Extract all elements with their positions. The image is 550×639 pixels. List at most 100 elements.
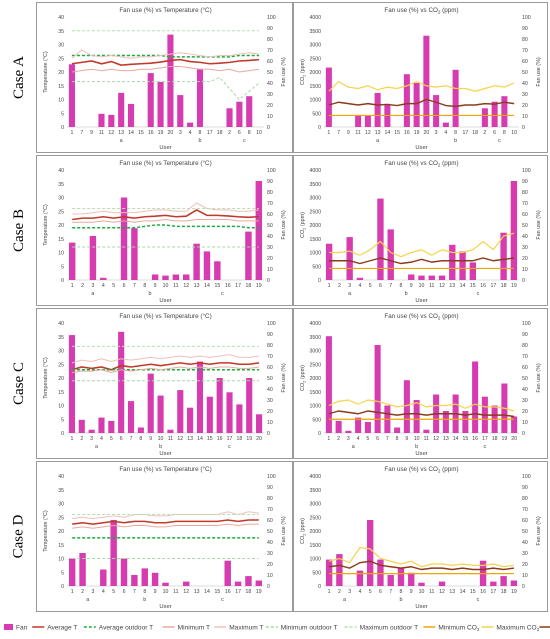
y2-tick-label: 10 — [522, 267, 528, 273]
fan-bar — [377, 198, 384, 280]
fan-bar — [413, 83, 420, 127]
fan-bar — [367, 520, 374, 586]
y2-tick-label: 90 — [267, 179, 273, 185]
fan-bar — [449, 244, 456, 280]
y2-tick-label: 20 — [267, 103, 273, 109]
group-label: a — [95, 444, 98, 450]
fan-bar — [452, 69, 459, 127]
y2-tick-label: 50 — [522, 223, 528, 229]
y-tick-label: 40 — [58, 474, 64, 480]
y2-tick-label: 30 — [522, 92, 528, 98]
x-tick-label: 8 — [400, 283, 403, 289]
y-axis-label-main: CO — [300, 536, 306, 544]
y-tick-label: 15 — [58, 390, 64, 396]
x-tick-label: 6 — [123, 283, 126, 289]
y2-tick-label: 70 — [267, 201, 273, 207]
group-label: b — [405, 291, 408, 297]
fan-bar — [387, 575, 394, 586]
y2-axis-label: Fan use (%) — [281, 57, 287, 87]
x-tick-label: 19 — [511, 283, 517, 289]
fan-bar — [374, 92, 381, 127]
x-tick-label: 16 — [217, 436, 223, 442]
x-tick-label: 4 — [100, 436, 103, 442]
x-tick-label: 3 — [91, 589, 94, 595]
y2-tick-label: 40 — [267, 387, 273, 393]
y2-tick-label: 30 — [267, 398, 273, 404]
x-tick-label: 3 — [435, 130, 438, 136]
chart-panel: Fan use (%) vs CO2 (ppm) 0 500 1000 1500 2000… — [293, 2, 548, 153]
legend-label: Maximum outdoor T — [360, 625, 419, 632]
x-tick-label: 9 — [90, 130, 93, 136]
fan-bar — [325, 336, 332, 433]
group-label: c — [477, 291, 480, 297]
x-tick-label: 17 — [490, 283, 496, 289]
x-tick-label: 18 — [217, 130, 223, 136]
y2-tick-label: 50 — [267, 223, 273, 229]
y2-tick-label: 100 — [522, 168, 531, 174]
fan-bar — [120, 558, 128, 586]
y2-tick-label: 10 — [267, 573, 273, 579]
x-tick-label: 12 — [177, 436, 183, 442]
x-tick-label: 3 — [348, 283, 351, 289]
y2-axis-label: Fan use (%) — [536, 57, 542, 87]
x-tick-label: 16 — [480, 283, 486, 289]
legend-label-main: Average outdoor T — [99, 625, 153, 632]
y2-tick-label: 70 — [267, 48, 273, 54]
fan-bar — [167, 34, 174, 127]
y-tick-label: 25 — [58, 209, 64, 215]
y-tick-label: 15 — [58, 84, 64, 90]
x-tick-label: 1 — [327, 130, 330, 136]
y-axis-label-main: Temperature (°C) — [43, 510, 49, 552]
y-tick-label: 40 — [58, 15, 64, 21]
fan-bar — [364, 116, 371, 127]
y-tick-label: 1500 — [309, 84, 321, 90]
y-tick-label: 5 — [61, 570, 64, 576]
y-tick-label: 10 — [58, 557, 64, 563]
x-tick-label: 18 — [472, 130, 478, 136]
fan-bar — [511, 416, 518, 433]
x-tick-label: 4 — [358, 589, 361, 595]
y2-axis-label: Fan use (%) — [536, 363, 542, 393]
series-line — [328, 410, 515, 418]
fan-bar — [224, 560, 231, 586]
y-tick-label: 1000 — [309, 557, 321, 563]
fan-bar — [151, 274, 159, 280]
fan-bar — [500, 576, 507, 586]
x-tick-label: 11 — [355, 130, 360, 136]
y2-tick-label: 50 — [267, 529, 273, 535]
fan-bar — [469, 262, 476, 280]
x-tick-label: 6 — [376, 436, 379, 442]
y-tick-label: 4000 — [309, 474, 321, 480]
x-tick-label: 1 — [70, 436, 73, 442]
fan-bar — [78, 419, 85, 433]
series-line — [72, 202, 259, 215]
chart-svg: Fan use (%) vs CO2 (ppm)0500100015002000… — [300, 160, 542, 304]
y-tick-label: 500 — [312, 570, 321, 576]
y2-tick-label: 90 — [522, 332, 528, 338]
group-label: c — [228, 444, 231, 450]
legend-label-main: Average T — [47, 625, 77, 632]
legend-label-main: Maximum CO — [496, 625, 536, 632]
y-axis-label-subscript: 2 — [301, 533, 306, 536]
y2-tick-label: 30 — [522, 398, 528, 404]
x-tick-label: 13 — [443, 436, 449, 442]
y-tick-label: 10 — [58, 404, 64, 410]
x-tick-label: 12 — [108, 130, 114, 136]
chart-title: Fan use (%) vs CO2 (ppm) — [384, 160, 458, 168]
y-tick-label: 3500 — [309, 29, 321, 35]
y2-tick-label: 50 — [267, 376, 273, 382]
fan-bar — [68, 64, 75, 127]
x-tick-label: 20 — [423, 130, 429, 136]
x-tick-label: 7 — [389, 589, 392, 595]
fan-bar — [98, 417, 105, 433]
y2-tick-label: 30 — [522, 551, 528, 557]
y2-tick-label: 60 — [522, 212, 528, 218]
row-label: Case A — [2, 2, 36, 152]
y-tick-label: 20 — [58, 376, 64, 382]
fan-bar — [345, 430, 352, 433]
x-tick-label: 16 — [472, 436, 478, 442]
y2-tick-label: 0 — [522, 584, 525, 590]
title-subscript: 2 — [438, 10, 441, 15]
y2-tick-label: 40 — [522, 234, 528, 240]
y-axis-label-main: CO — [300, 383, 306, 391]
